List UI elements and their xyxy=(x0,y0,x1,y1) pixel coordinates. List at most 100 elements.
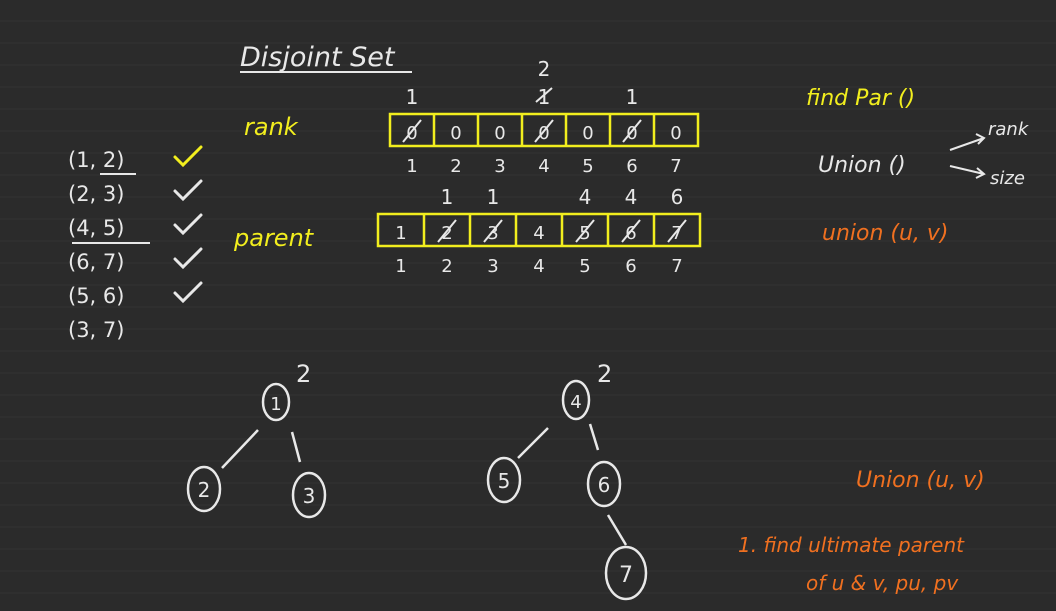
parent-cell-strike xyxy=(621,219,641,243)
tree-2-child-node-right xyxy=(586,460,622,508)
edge-check-icon xyxy=(173,145,203,168)
tree-1-root-node xyxy=(261,382,291,422)
rank-index: 6 xyxy=(626,156,637,177)
note-union-uv: union (u, v) xyxy=(822,221,949,246)
rank-updated-value: 1 xyxy=(406,85,419,109)
parent-cell-value: 6 xyxy=(625,223,636,244)
parent-updated-value: 6 xyxy=(671,185,684,209)
edge-check-icon xyxy=(173,213,203,236)
parent-box xyxy=(376,212,702,248)
tree-1-child-label-left: 2 xyxy=(198,478,211,502)
rank-cell-value: 0 xyxy=(494,123,505,144)
rank-index: 7 xyxy=(670,156,681,177)
rank-label: rank xyxy=(244,113,299,141)
rank-cell-value: 0 xyxy=(670,123,681,144)
parent-cell-strike xyxy=(667,219,687,243)
parent-cell-value: 1 xyxy=(395,223,406,244)
tree-1-edge-right xyxy=(290,431,302,463)
parent-index: 4 xyxy=(533,256,544,277)
edge-item-text: (5, 6) xyxy=(68,284,124,308)
parent-cell-value: 3 xyxy=(487,223,498,244)
parent-cell-strike xyxy=(437,219,457,243)
tree-2-grandchild-label: 7 xyxy=(619,563,633,588)
parent-index: 3 xyxy=(487,256,498,277)
parent-updated-value: 1 xyxy=(441,185,454,209)
tree-1-root-rank: 2 xyxy=(296,360,311,388)
tree-2-child-node-left xyxy=(486,456,522,504)
rank-cell-value: 0 xyxy=(626,123,637,144)
tree-1-root-label: 1 xyxy=(270,394,281,415)
parent-index: 1 xyxy=(395,256,406,277)
tree-2-child-label-left: 5 xyxy=(498,469,511,493)
tree-2-edge-right xyxy=(588,423,600,451)
parent-index: 2 xyxy=(441,256,452,277)
rank-array: 0 1 1 0 2 0 3 0 4 1 2 0 5 0 6 1 0 7 xyxy=(388,57,700,177)
note-union-rank: rank xyxy=(988,119,1030,140)
parent-updated-value: 4 xyxy=(625,185,638,209)
tree-2-root-label: 4 xyxy=(570,392,581,413)
parent-cell-strike xyxy=(483,219,503,243)
page-title: Disjoint Set xyxy=(240,42,396,73)
tree-2-edge-down xyxy=(606,514,628,546)
parent-cell-value: 2 xyxy=(441,223,452,244)
tree-2-root-rank: 2 xyxy=(597,360,612,388)
tree-2 xyxy=(486,379,648,601)
note-union: Union () xyxy=(818,153,906,178)
rank-updated-value: 1 xyxy=(538,85,551,109)
rank-cell-value: 0 xyxy=(450,123,461,144)
tree-1-child-node-right xyxy=(291,471,327,519)
note-union-uv-2: Union (u, v) xyxy=(856,468,985,493)
rank-cell-value: 0 xyxy=(538,123,549,144)
parent-updated-value: 4 xyxy=(579,185,592,209)
tree-2-grandchild-node xyxy=(604,545,648,601)
rank-updated-value-2: 2 xyxy=(538,57,551,81)
rank-cell-strike xyxy=(622,119,642,143)
note-union-size: size xyxy=(990,168,1025,189)
edge-item-text: (4, 5) xyxy=(68,216,124,240)
tree-2-child-label-right: 6 xyxy=(598,473,611,497)
tree-2-root-node xyxy=(561,379,591,421)
parent-cell-value: 4 xyxy=(533,223,544,244)
rank-box xyxy=(388,112,700,148)
arrow-to-size xyxy=(949,165,986,179)
parent-index: 7 xyxy=(671,256,682,277)
edge-check-icon xyxy=(173,281,203,304)
edge-item-text: (2, 3) xyxy=(68,182,124,206)
arrow-to-rank xyxy=(949,133,986,151)
rank-updated-value: 1 xyxy=(626,85,639,109)
tree-1 xyxy=(186,382,327,519)
parent-index: 5 xyxy=(579,256,590,277)
tree-1-child-label-right: 3 xyxy=(303,484,316,508)
tree-2-edge-left xyxy=(517,427,549,459)
rank-cell-value: 0 xyxy=(406,123,417,144)
rank-index: 3 xyxy=(494,156,505,177)
rank-cell-strike xyxy=(402,119,422,143)
parent-cell-value: 7 xyxy=(671,223,682,244)
edge-list: (1, 2) (2, 3) (4, 5) (6, 7) (5, 6) (3, 7) xyxy=(68,145,203,342)
parent-cell-value: 5 xyxy=(579,223,590,244)
parent-label: parent xyxy=(233,224,315,252)
note-step-1b: of u & v, pu, pv xyxy=(806,571,959,595)
edge-item-text: (3, 7) xyxy=(68,318,124,342)
edge-check-icon xyxy=(173,247,203,270)
edge-item-text: (1, 2) xyxy=(68,148,124,172)
rank-updated-strike xyxy=(535,87,553,103)
edge-check-icon xyxy=(173,179,203,202)
note-step-1: 1. find ultimate parent xyxy=(738,533,965,557)
parent-cell-strike xyxy=(575,219,595,243)
parent-array: 1 1 2 2 1 3 3 1 4 4 5 5 4 6 6 4 7 7 6 xyxy=(376,185,702,277)
rank-index: 4 xyxy=(538,156,549,177)
rank-cell-strike xyxy=(534,119,554,143)
tree-1-edge-left xyxy=(221,429,259,469)
rank-index: 5 xyxy=(582,156,593,177)
parent-index: 6 xyxy=(625,256,636,277)
note-find-par: find Par () xyxy=(806,86,915,111)
tree-1-child-node-left xyxy=(186,465,222,513)
rank-index: 2 xyxy=(450,156,461,177)
rank-cell-value: 0 xyxy=(582,123,593,144)
parent-updated-value: 1 xyxy=(487,185,500,209)
rank-index: 1 xyxy=(406,156,417,177)
edge-item-text: (6, 7) xyxy=(68,250,124,274)
